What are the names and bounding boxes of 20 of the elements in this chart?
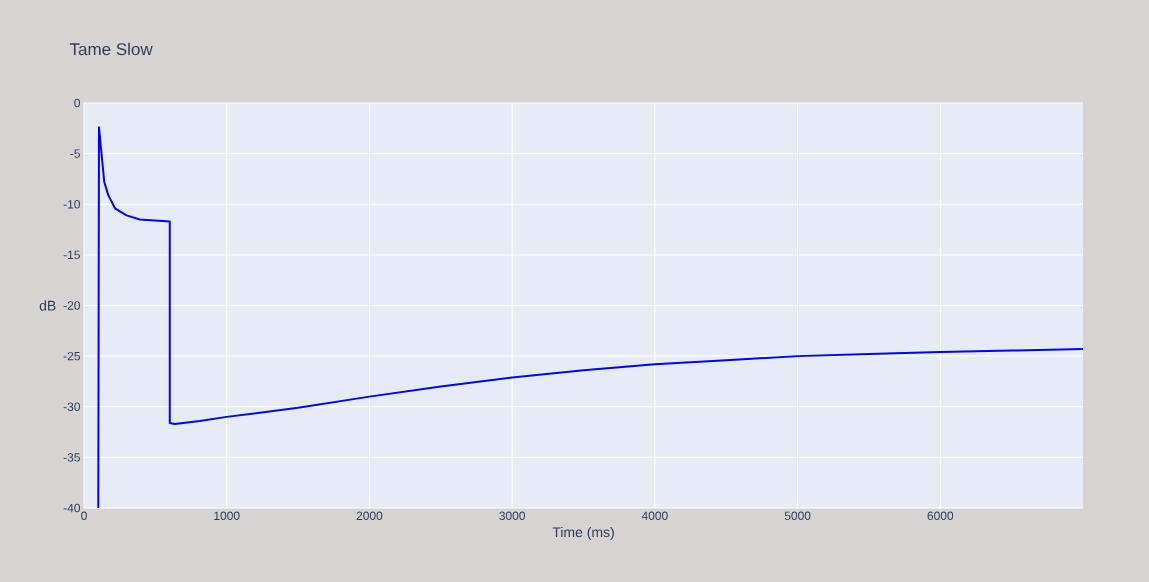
line-series — [97, 126, 1084, 508]
x-tick-label: 4000 — [641, 511, 668, 521]
y-tick-label: 0 — [74, 98, 81, 108]
x-tick-label: 1000 — [214, 511, 240, 521]
y-tick-label: -25 — [63, 351, 80, 361]
x-tick-label: 2000 — [356, 511, 383, 521]
y-tick-label: -20 — [63, 301, 80, 310]
y-tick-label: -15 — [63, 250, 80, 260]
y-tick-label: -40 — [63, 503, 80, 513]
chart-title: Tame Slow — [69, 42, 153, 56]
x-tick-label: 3000 — [499, 511, 526, 521]
x-tick-label: 6000 — [927, 511, 954, 521]
y-tick-label: -5 — [70, 149, 80, 158]
x-tick-label: 0 — [81, 511, 87, 521]
x-axis-title: Time (ms) — [552, 526, 614, 540]
y-tick-label: -30 — [63, 402, 80, 411]
y-tick-label: -35 — [63, 453, 80, 462]
y-axis-title: dB — [39, 300, 56, 311]
x-tick-label: 5000 — [784, 511, 811, 521]
y-tick-label: -10 — [63, 200, 80, 209]
